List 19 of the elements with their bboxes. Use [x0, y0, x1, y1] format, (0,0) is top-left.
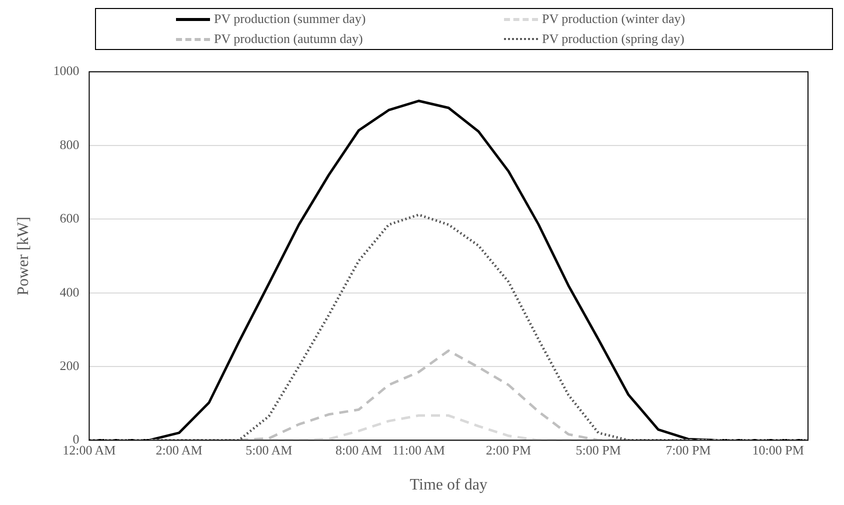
y-tick-label: 200 — [60, 358, 80, 373]
y-tick-label: 600 — [60, 210, 80, 226]
x-tick-label: 8:00 AM — [335, 442, 382, 458]
x-tick-label: 7:00 PM — [666, 442, 712, 458]
legend-label: PV production (winter day) — [542, 11, 686, 27]
y-tick-label: 800 — [60, 136, 80, 152]
y-tick-label: 1000 — [53, 63, 80, 78]
x-tick-label: 5:00 AM — [246, 442, 293, 458]
legend-label: PV production (autumn day) — [214, 31, 363, 47]
y-axis-title: Power [kW] — [14, 216, 32, 296]
x-axis-title: Time of day — [410, 476, 488, 494]
x-tick-label: 5:00 PM — [576, 442, 622, 458]
x-tick-label: 2:00 AM — [156, 442, 203, 458]
legend-label: PV production (spring day) — [542, 31, 684, 47]
legend-label: PV production (summer day) — [214, 11, 366, 27]
x-tick-label: 10:00 PM — [752, 442, 804, 458]
x-tick-label: 2:00 PM — [486, 442, 532, 458]
x-tick-label: 11:00 AM — [392, 442, 446, 458]
y-tick-label: 400 — [60, 284, 80, 300]
